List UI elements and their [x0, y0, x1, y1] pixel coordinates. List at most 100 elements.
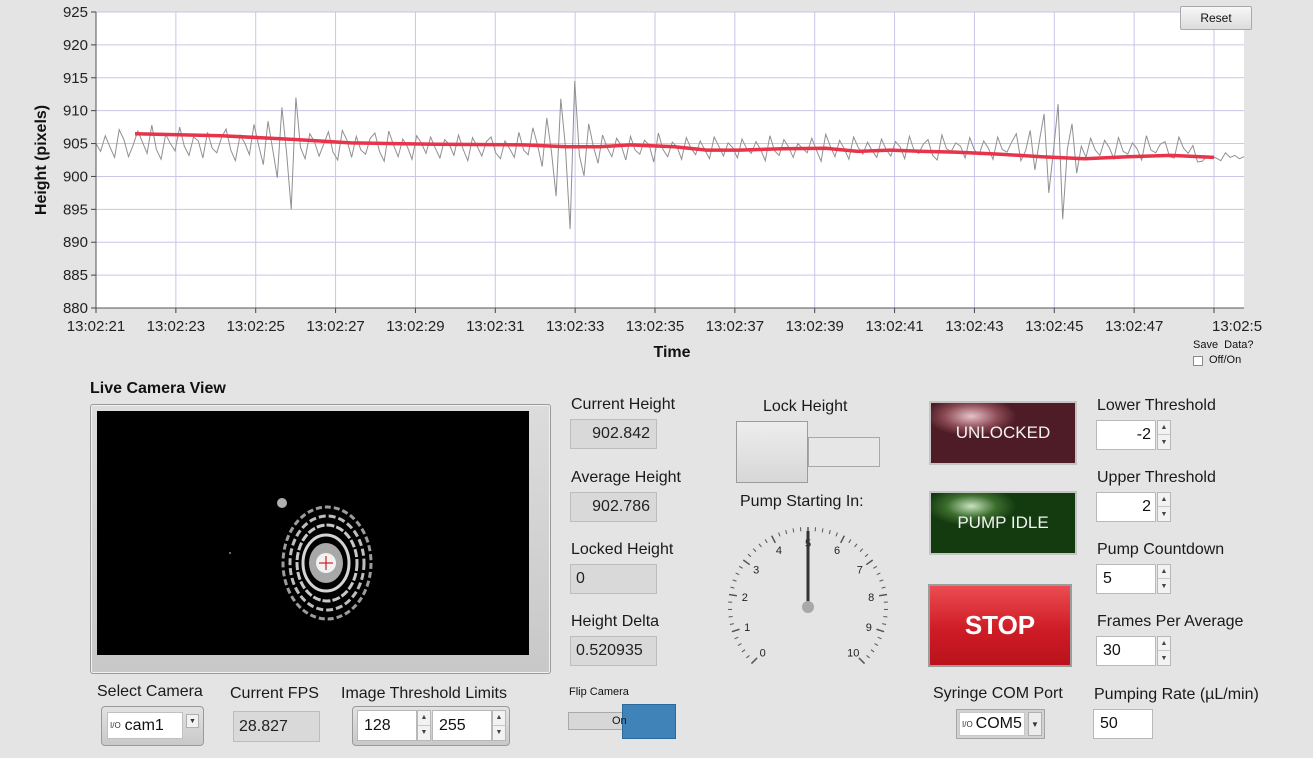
gauge-tick: [742, 559, 751, 566]
speck: [277, 498, 287, 508]
select-camera-dropdown[interactable]: I/O cam1 ▼: [101, 706, 204, 746]
reset-button[interactable]: Reset: [1180, 6, 1252, 30]
gauge-tick-label: 2: [742, 592, 748, 604]
gauge-tick: [879, 579, 884, 582]
x-axis-label: Time: [653, 344, 690, 361]
decrement-arrow-icon[interactable]: ▼: [1160, 654, 1168, 662]
height-delta-label: Height Delta: [571, 613, 660, 630]
gauge-tick: [735, 572, 740, 576]
pump-countdown-label: Pump Countdown: [1097, 541, 1225, 558]
y-axis-label: Height (pixels): [33, 105, 50, 215]
gauge-tick: [746, 655, 750, 659]
upper-threshold-stepper[interactable]: ▲ ▼: [1157, 492, 1171, 522]
increment-arrow-icon[interactable]: ▲: [1158, 565, 1170, 579]
camera-view-title: Live Camera View: [90, 380, 226, 397]
gauge-tick: [876, 628, 885, 633]
gauge-tick-label: 8: [868, 592, 874, 604]
average-height-value: 902.786: [570, 492, 657, 522]
gauge-tick: [878, 593, 888, 597]
decrement-arrow-icon[interactable]: ▼: [1160, 438, 1168, 446]
gauge-tick: [877, 636, 882, 640]
gauge-tick: [865, 559, 874, 566]
current-height-value: 902.842: [570, 419, 657, 449]
lock-height-switch[interactable]: [736, 421, 881, 483]
locked-height-label: Locked Height: [571, 541, 674, 558]
x-tick-label: 13:02:5: [1212, 318, 1262, 335]
gauge-tick-label: 0: [760, 647, 766, 659]
gauge-tick: [764, 539, 768, 544]
decrement-arrow-icon[interactable]: ▼: [420, 729, 428, 737]
lower-threshold-input[interactable]: -2: [1096, 420, 1156, 450]
lower-threshold-stepper[interactable]: ▲ ▼: [1157, 420, 1171, 450]
gauge-tick: [870, 649, 875, 653]
unlocked-indicator: UNLOCKED: [929, 401, 1077, 465]
gauge-tick: [737, 643, 742, 646]
pump-countdown-stepper[interactable]: ▲ ▼: [1157, 564, 1171, 594]
x-tick-label: 13:02:33: [546, 318, 604, 335]
gauge-tick: [881, 586, 886, 589]
gauge-tick: [771, 535, 776, 544]
gauge-tick: [730, 586, 735, 589]
syringe-com-label: Syringe COM Port: [933, 685, 1063, 702]
gauge-tick: [854, 543, 858, 548]
syringe-com-select[interactable]: I/O COM5 ▼: [956, 709, 1045, 739]
x-tick-label: 13:02:31: [466, 318, 524, 335]
chevron-down-icon[interactable]: ▼: [1028, 712, 1042, 736]
increment-arrow-icon[interactable]: ▲: [418, 711, 430, 726]
x-tick-label: 13:02:23: [147, 318, 205, 335]
pumping-rate-input[interactable]: 50: [1093, 709, 1153, 739]
increment-arrow-icon[interactable]: ▲: [1158, 421, 1170, 435]
gauge-tick: [732, 579, 737, 582]
frames-per-average-stepper[interactable]: ▲ ▼: [1157, 636, 1171, 666]
y-tick-label: 925: [63, 4, 88, 21]
gauge-tick: [729, 623, 734, 625]
x-tick-label: 13:02:45: [1025, 318, 1083, 335]
lock-height-knob[interactable]: [736, 421, 808, 483]
pump-idle-indicator: PUMP IDLE: [929, 491, 1077, 555]
threshold-low-stepper[interactable]: ▲ ▼: [417, 710, 431, 741]
gauge-tick-label: 7: [857, 564, 863, 576]
syringe-com-field[interactable]: I/O COM5: [959, 712, 1025, 736]
gauge-tick: [728, 593, 738, 597]
y-tick-label: 900: [63, 168, 88, 185]
gauge-tick: [882, 623, 887, 625]
flip-camera-switch[interactable]: On: [568, 704, 676, 739]
average-height-series: [134, 131, 1215, 161]
x-tick-label: 13:02:21: [67, 318, 125, 335]
syringe-com-value: COM5: [975, 715, 1022, 732]
reset-label: Reset: [1200, 11, 1232, 25]
decrement-arrow-icon[interactable]: ▼: [1160, 582, 1168, 590]
threshold-high-input[interactable]: 255: [432, 710, 492, 741]
increment-arrow-icon[interactable]: ▲: [1158, 637, 1170, 651]
gauge-tick: [734, 636, 739, 640]
average-height-label: Average Height: [571, 469, 681, 486]
x-tick-label: 13:02:35: [626, 318, 684, 335]
save-data-checkbox[interactable]: [1193, 356, 1203, 366]
threshold-low-input[interactable]: 128: [357, 710, 417, 741]
chevron-down-icon[interactable]: ▼: [186, 714, 199, 728]
y-tick-label: 895: [63, 201, 88, 218]
upper-threshold-input[interactable]: 2: [1096, 492, 1156, 522]
gauge-tick: [858, 657, 866, 665]
height-delta-value: 0.520935: [570, 636, 657, 666]
current-fps-label: Current FPS: [230, 685, 319, 702]
decrement-arrow-icon[interactable]: ▼: [495, 729, 503, 737]
pump-countdown-input[interactable]: 5: [1096, 564, 1156, 594]
frames-per-average-input[interactable]: 30: [1096, 636, 1156, 666]
gauge-tick: [864, 553, 869, 558]
gauge-tick: [752, 548, 757, 552]
y-tick-label: 920: [63, 37, 88, 54]
select-camera-field[interactable]: I/O cam1: [107, 712, 183, 739]
x-tick-label: 13:02:37: [706, 318, 764, 335]
chart-grid: [95, 11, 1244, 309]
gauge-tick: [731, 628, 740, 633]
flip-camera-knob[interactable]: [622, 704, 676, 739]
stop-button[interactable]: STOP: [928, 584, 1072, 667]
io-icon: I/O: [962, 719, 973, 729]
increment-arrow-icon[interactable]: ▲: [493, 711, 505, 726]
y-tick-label: 915: [63, 70, 88, 87]
threshold-high-stepper[interactable]: ▲ ▼: [492, 710, 506, 741]
increment-arrow-icon[interactable]: ▲: [1158, 493, 1170, 507]
decrement-arrow-icon[interactable]: ▼: [1160, 510, 1168, 518]
gauge-tick-label: 4: [776, 545, 782, 557]
